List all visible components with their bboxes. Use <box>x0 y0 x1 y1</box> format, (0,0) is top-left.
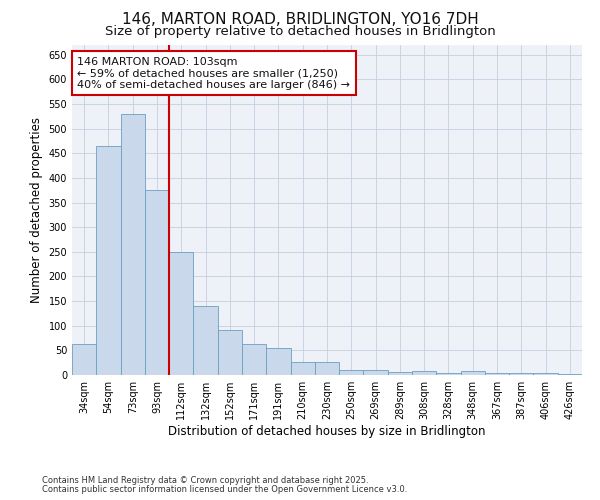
Text: Contains HM Land Registry data © Crown copyright and database right 2025.: Contains HM Land Registry data © Crown c… <box>42 476 368 485</box>
Bar <box>72 344 96 375</box>
Bar <box>388 372 412 375</box>
Text: Contains public sector information licensed under the Open Government Licence v3: Contains public sector information licen… <box>42 485 407 494</box>
Bar <box>315 362 339 375</box>
Bar <box>412 371 436 375</box>
Bar <box>461 370 485 375</box>
Bar <box>169 252 193 375</box>
Bar <box>290 362 315 375</box>
X-axis label: Distribution of detached houses by size in Bridlington: Distribution of detached houses by size … <box>168 425 486 438</box>
Bar <box>558 374 582 375</box>
Bar <box>339 370 364 375</box>
Bar <box>485 372 509 375</box>
Bar <box>145 190 169 375</box>
Bar <box>509 372 533 375</box>
Bar <box>242 344 266 375</box>
Bar <box>96 146 121 375</box>
Bar <box>121 114 145 375</box>
Y-axis label: Number of detached properties: Number of detached properties <box>30 117 43 303</box>
Bar <box>436 372 461 375</box>
Text: Size of property relative to detached houses in Bridlington: Size of property relative to detached ho… <box>104 25 496 38</box>
Bar <box>533 373 558 375</box>
Bar <box>218 330 242 375</box>
Bar <box>266 348 290 375</box>
Bar <box>193 306 218 375</box>
Bar <box>364 370 388 375</box>
Text: 146, MARTON ROAD, BRIDLINGTON, YO16 7DH: 146, MARTON ROAD, BRIDLINGTON, YO16 7DH <box>122 12 478 28</box>
Text: 146 MARTON ROAD: 103sqm
← 59% of detached houses are smaller (1,250)
40% of semi: 146 MARTON ROAD: 103sqm ← 59% of detache… <box>77 56 350 90</box>
